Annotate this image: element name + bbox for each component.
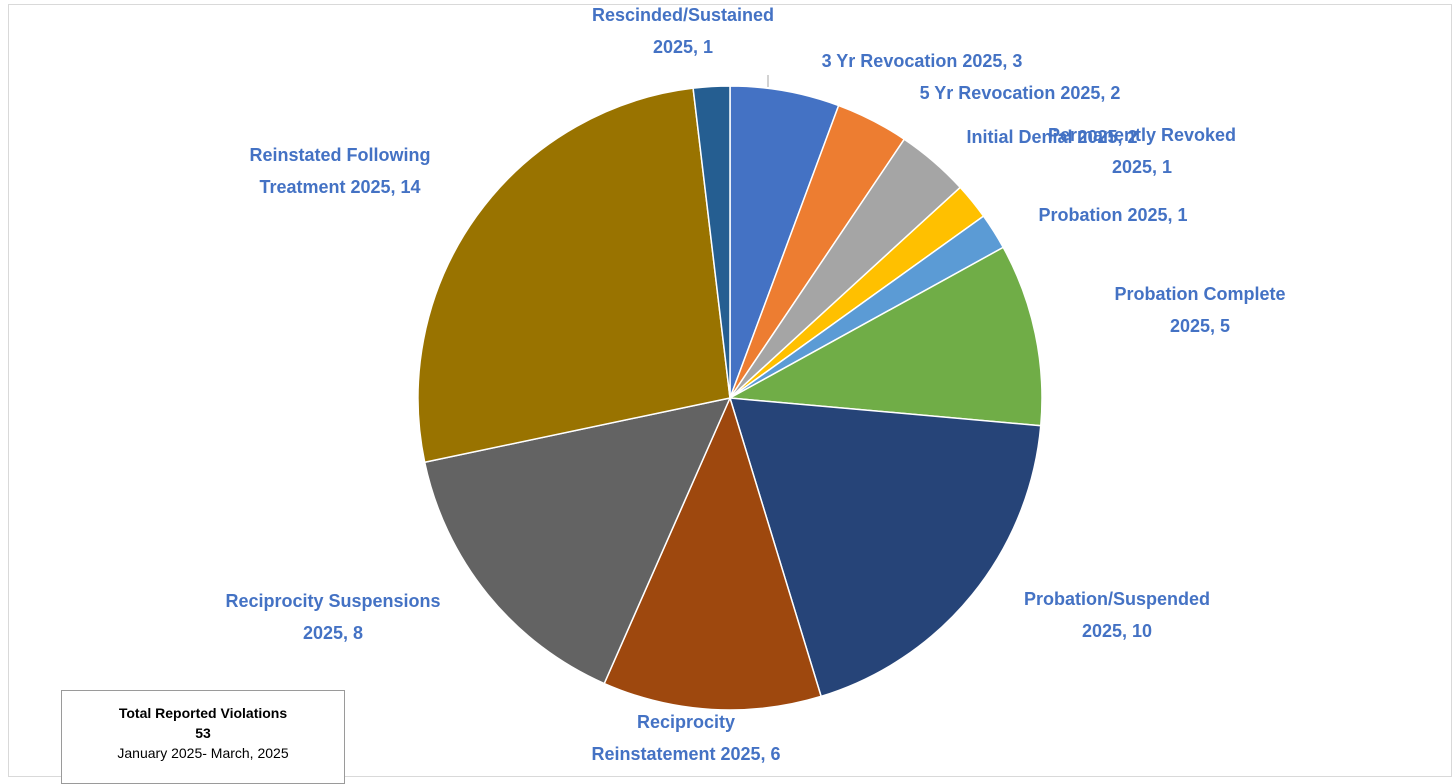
total-box-title: Total Reported Violations <box>118 705 288 721</box>
pie-label-line: Probation/Suspended <box>1024 589 1210 609</box>
pie-slice-rescinded-sustained <box>692 85 731 399</box>
pie-label-line: Reinstated Following <box>249 145 430 165</box>
pie-slice-probation-suspended <box>728 397 1042 698</box>
pie-label-line: Reinstatement 2025, 6 <box>591 744 780 764</box>
pie-label-line: 2025, 8 <box>303 623 363 643</box>
pie-label-permanently-revoked: Permanently Revoked 2025, 1 <box>1048 125 1236 177</box>
total-box-period: January 2025- March, 2025 <box>117 745 289 761</box>
pie-label-line: Reciprocity <box>637 712 735 732</box>
pie-label-initial-denial: Initial Denial 2025, 2 <box>966 127 1137 147</box>
pie-label-probation: Probation 2025, 1 <box>1038 205 1187 225</box>
pie-chart: 3 Yr Revocation 2025, 3 5 Yr Revocation 2… <box>225 5 1285 764</box>
pie-label-line: 2025, 1 <box>653 37 713 57</box>
pie-label-5-yr-revocation: 5 Yr Revocation 2025, 2 <box>920 83 1121 103</box>
pie-label-reinstated-following-treatment: Reinstated Following Treatment 2025, 14 <box>249 145 430 197</box>
pie-label-probation-complete: Probation Complete 2025, 5 <box>1114 284 1285 336</box>
pie-label-line: Reciprocity Suspensions <box>225 591 440 611</box>
pie-label-line: Initial Denial 2025, 2 <box>966 127 1137 147</box>
pie-label-line: 2025, 5 <box>1170 316 1230 336</box>
pie-slice-reciprocity-reinstatement <box>603 395 823 711</box>
pie-label-line: 2025, 10 <box>1082 621 1152 641</box>
pie-label-probation-suspended: Probation/Suspended 2025, 10 <box>1024 589 1210 641</box>
pie-label-line: Probation 2025, 1 <box>1038 205 1187 225</box>
total-violations-box: Total Reported Violations 53 January 202… <box>61 690 345 784</box>
pie-slice-reinstated-following-treatment <box>417 87 731 464</box>
pie-label-line: 3 Yr Revocation 2025, 3 <box>822 51 1023 71</box>
pie-label-line: Treatment 2025, 14 <box>259 177 420 197</box>
pie-label-rescinded-sustained: Rescinded/Sustained 2025, 1 <box>592 5 774 57</box>
pie-slice-probation-complete <box>727 246 1043 427</box>
pie-label-reciprocity-reinstatement: Reciprocity Reinstatement 2025, 6 <box>591 712 780 764</box>
pie-label-line: 5 Yr Revocation 2025, 2 <box>920 83 1121 103</box>
pie-label-line: 2025, 1 <box>1112 157 1172 177</box>
pie-slice-reciprocity-suspensions <box>423 396 732 685</box>
pie-label-line: Probation Complete <box>1114 284 1285 304</box>
pie-label-line: Permanently Revoked <box>1048 125 1236 145</box>
total-box-count: 53 <box>195 725 211 741</box>
chart-area: 3 Yr Revocation 2025, 3 5 Yr Revocation 2… <box>8 4 1452 784</box>
pie-label-reciprocity-suspensions: Reciprocity Suspensions 2025, 8 <box>225 591 440 643</box>
pie-label-3-yr-revocation: 3 Yr Revocation 2025, 3 <box>822 51 1023 71</box>
pie-label-line: Rescinded/Sustained <box>592 5 774 25</box>
